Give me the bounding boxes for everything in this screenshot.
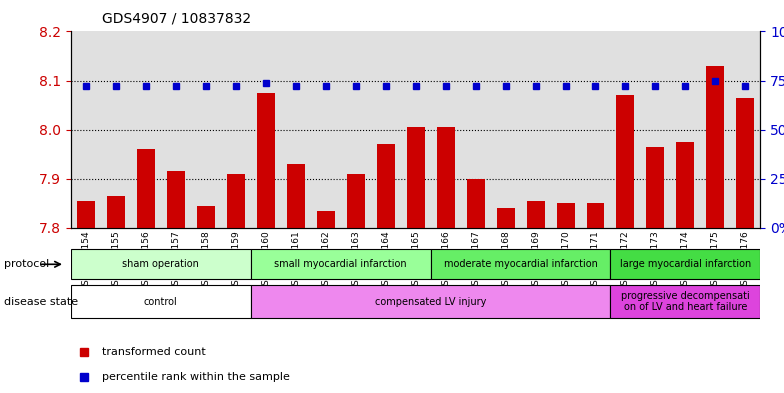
Text: percentile rank within the sample: percentile rank within the sample (102, 372, 289, 382)
FancyBboxPatch shape (71, 285, 251, 318)
Bar (107, 196, 125, 228)
Bar (647, 147, 665, 228)
Bar (700, 31, 731, 228)
Bar (227, 174, 245, 228)
Bar (491, 31, 521, 228)
Text: protocol: protocol (4, 259, 49, 269)
FancyBboxPatch shape (611, 249, 760, 279)
Bar (736, 98, 754, 228)
Bar (100, 31, 131, 228)
FancyBboxPatch shape (251, 249, 430, 279)
Bar (670, 31, 700, 228)
Bar (136, 149, 154, 228)
Text: sham operation: sham operation (122, 259, 199, 269)
Text: moderate myocardial infarction: moderate myocardial infarction (444, 259, 597, 269)
Bar (220, 31, 251, 228)
Bar (251, 31, 281, 228)
Bar (521, 31, 550, 228)
Bar (731, 31, 760, 228)
Text: progressive decompensati
on of LV and heart failure: progressive decompensati on of LV and he… (621, 291, 750, 312)
Bar (430, 31, 460, 228)
Bar (310, 31, 340, 228)
Bar (586, 204, 604, 228)
Text: transformed count: transformed count (102, 347, 205, 357)
Bar (317, 211, 335, 228)
Bar (166, 171, 184, 228)
Text: control: control (143, 297, 177, 307)
Bar (496, 208, 514, 228)
Bar (256, 93, 274, 228)
Bar (340, 31, 371, 228)
Bar (281, 31, 310, 228)
Bar (286, 164, 304, 228)
Bar (677, 142, 695, 228)
Bar (191, 31, 220, 228)
Bar (641, 31, 670, 228)
Bar (347, 174, 365, 228)
Text: disease state: disease state (4, 297, 78, 307)
Bar (161, 31, 191, 228)
Bar (77, 201, 95, 228)
Bar (401, 31, 430, 228)
Text: GDS4907 / 10837832: GDS4907 / 10837832 (102, 12, 251, 26)
FancyBboxPatch shape (71, 249, 251, 279)
Bar (580, 31, 611, 228)
Bar (437, 127, 455, 228)
FancyBboxPatch shape (251, 285, 611, 318)
Text: compensated LV injury: compensated LV injury (375, 297, 486, 307)
Bar (197, 206, 215, 228)
Bar (460, 31, 491, 228)
Text: large myocardial infarction: large myocardial infarction (620, 259, 751, 269)
Text: small myocardial infarction: small myocardial infarction (274, 259, 407, 269)
Bar (557, 204, 575, 228)
Bar (376, 144, 394, 228)
Bar (71, 31, 100, 228)
Bar (616, 95, 634, 228)
FancyBboxPatch shape (430, 249, 611, 279)
Bar (407, 127, 424, 228)
Bar (466, 179, 485, 228)
Bar (550, 31, 580, 228)
Bar (706, 66, 724, 228)
Bar (527, 201, 545, 228)
Bar (611, 31, 641, 228)
FancyBboxPatch shape (611, 285, 760, 318)
Bar (131, 31, 161, 228)
Bar (371, 31, 401, 228)
